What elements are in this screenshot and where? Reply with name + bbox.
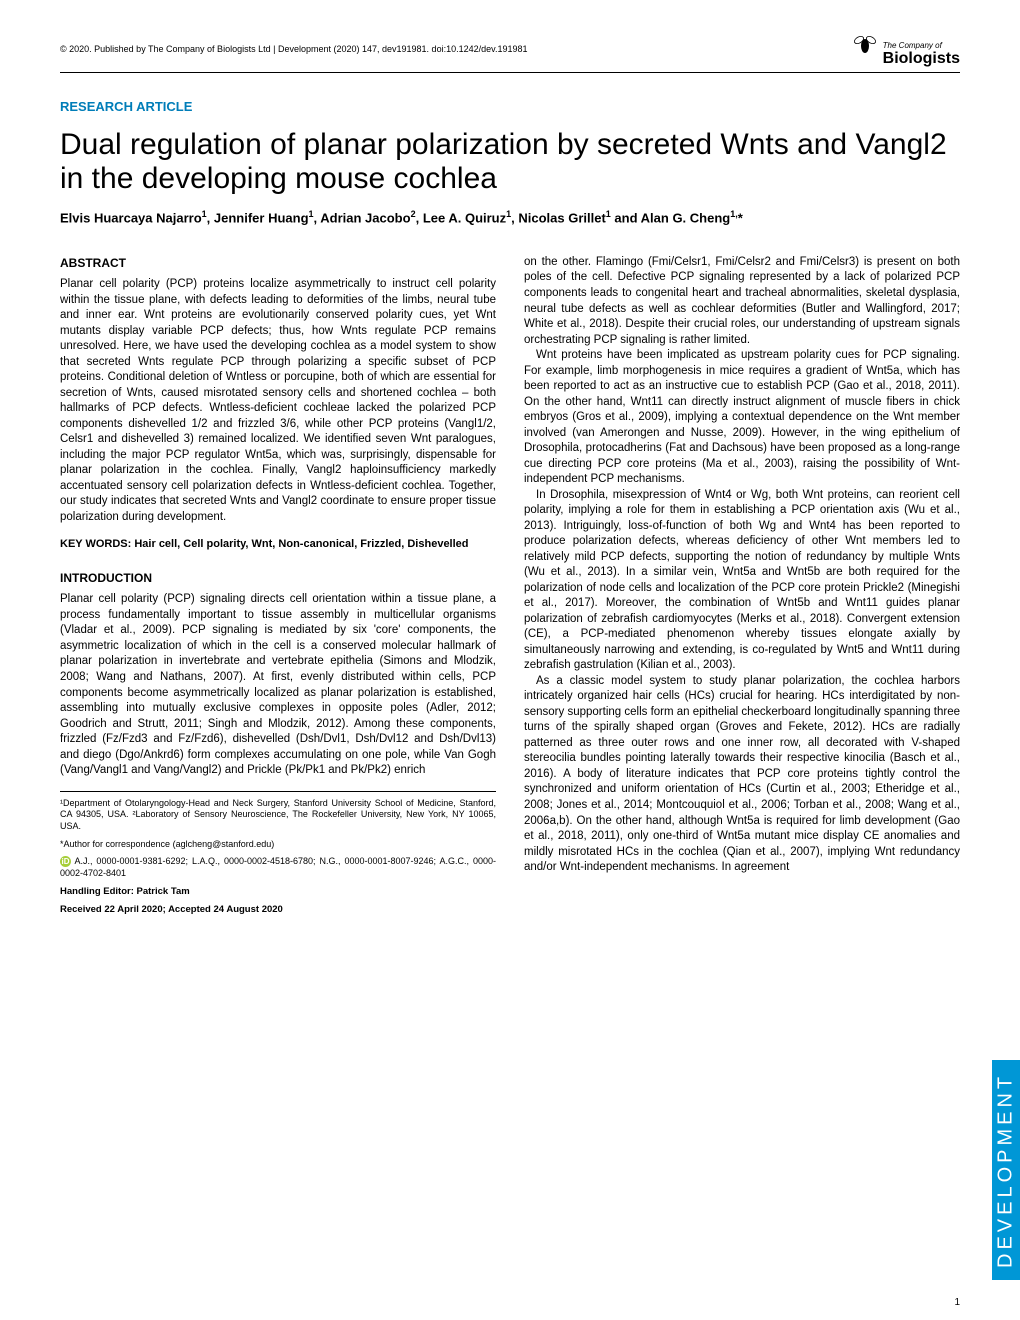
received-accepted: Received 22 April 2020; Accepted 24 Augu… <box>60 904 496 916</box>
fly-logo-icon <box>852 30 878 56</box>
orcid-text: A.J., 0000-0001-9381-6292; L.A.Q., 0000-… <box>60 856 496 878</box>
abstract-text: Planar cell polarity (PCP) proteins loca… <box>60 277 496 525</box>
handling-editor: Handling Editor: Patrick Tam <box>60 886 496 898</box>
two-column-body: ABSTRACT Planar cell polarity (PCP) prot… <box>60 255 960 922</box>
intro-heading: INTRODUCTION <box>60 570 496 586</box>
right-para-2: Wnt proteins have been implicated as ups… <box>524 348 960 488</box>
right-para-4: As a classic model system to study plana… <box>524 674 960 876</box>
journal-side-tab: DEVELOPMENT <box>992 1060 1020 1280</box>
right-column: on the other. Flamingo (Fmi/Celsr1, Fmi/… <box>524 255 960 922</box>
intro-para-1: Planar cell polarity (PCP) signaling dir… <box>60 592 496 778</box>
copyright-text: © 2020. Published by The Company of Biol… <box>60 44 271 54</box>
right-para-3: In Drosophila, misexpression of Wnt4 or … <box>524 488 960 674</box>
author-list: Elvis Huarcaya Najarro1, Jennifer Huang1… <box>60 209 960 225</box>
header-copyright-journal: © 2020. Published by The Company of Biol… <box>60 44 527 54</box>
logo-text-top: The Company of <box>883 41 942 50</box>
page-number: 1 <box>954 1297 960 1308</box>
orcid-line: iD A.J., 0000-0001-9381-6292; L.A.Q., 00… <box>60 856 496 879</box>
right-para-1: on the other. Flamingo (Fmi/Celsr1, Fmi/… <box>524 255 960 348</box>
abstract-heading: ABSTRACT <box>60 255 496 271</box>
journal-ref: Development (2020) 147, dev191981. doi:1… <box>278 44 528 54</box>
section-label: RESEARCH ARTICLE <box>60 99 960 114</box>
header-rule: © 2020. Published by The Company of Biol… <box>60 30 960 73</box>
publisher-logo: The Company of Biologists <box>852 30 960 68</box>
left-column: ABSTRACT Planar cell polarity (PCP) prot… <box>60 255 496 922</box>
keywords-label: KEY WORDS: <box>60 538 134 550</box>
orcid-icon: iD <box>60 856 71 867</box>
keywords-text: Hair cell, Cell polarity, Wnt, Non-canon… <box>134 538 468 550</box>
affiliations-block: ¹Department of Otolaryngology-Head and N… <box>60 791 496 917</box>
article-title: Dual regulation of planar polarization b… <box>60 128 960 197</box>
header-meta: © 2020. Published by The Company of Biol… <box>60 30 960 68</box>
correspondence: *Author for correspondence (aglcheng@sta… <box>60 839 496 851</box>
affiliations: ¹Department of Otolaryngology-Head and N… <box>60 798 496 833</box>
keywords: KEY WORDS: Hair cell, Cell polarity, Wnt… <box>60 537 496 552</box>
logo-text-bottom: Biologists <box>883 50 960 67</box>
